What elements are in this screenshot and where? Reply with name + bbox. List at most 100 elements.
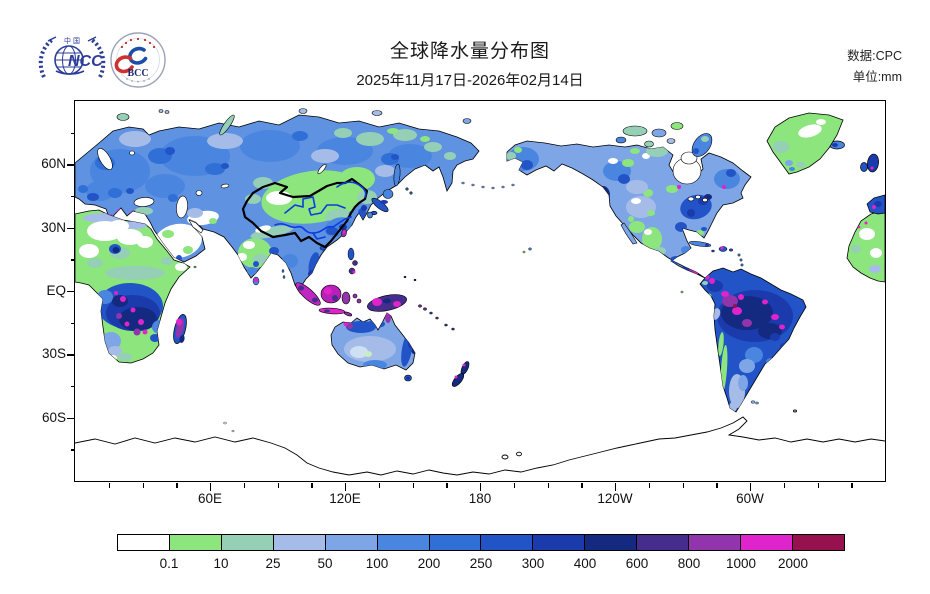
date-range: 2025年11月17日-2026年02月14日: [356, 72, 584, 89]
minor-tick: [243, 483, 246, 488]
lat-axis-label: 60S: [41, 409, 66, 425]
south-america-landmass: [699, 267, 807, 413]
source-block: 数据:CPC 单位:mm: [847, 46, 902, 88]
major-tick: [67, 164, 75, 166]
major-tick: [750, 483, 752, 491]
minor-tick: [513, 483, 516, 488]
colorbar-tick-label: 400: [573, 556, 597, 571]
lon-axis-label: 180: [468, 491, 492, 506]
colorbar-segment: [272, 535, 325, 550]
minor-tick: [682, 483, 684, 488]
lon-axis-label: 60W: [736, 491, 764, 506]
north-america-landmass: [506, 140, 752, 279]
colorbar-segment: [636, 535, 689, 550]
minor-tick: [70, 322, 75, 324]
major-tick: [345, 483, 347, 491]
colorbar-tick-label: 25: [265, 556, 281, 571]
bcc-logo-text: BCC: [127, 68, 148, 79]
lat-axis-label: 30N: [41, 219, 66, 235]
minor-tick: [70, 132, 75, 134]
major-tick: [480, 483, 482, 491]
minor-tick: [412, 483, 414, 488]
minor-tick: [716, 483, 718, 488]
colorbar-segment: [168, 535, 221, 550]
minor-tick: [851, 483, 853, 488]
map-frame: [74, 100, 886, 482]
minor-tick: [70, 449, 75, 451]
lat-axis-label: 30S: [41, 346, 66, 362]
ncc-logo-top-text: 中 国: [64, 36, 80, 45]
minor-tick: [783, 483, 786, 488]
minor-tick: [70, 196, 75, 198]
major-tick: [210, 483, 212, 491]
minor-tick: [108, 483, 111, 488]
minor-tick: [547, 483, 549, 488]
china-border: [241, 177, 369, 249]
africa-west-fragment: [846, 209, 885, 283]
greenland-landmass: [766, 112, 844, 175]
colorbar-tick-label: 50: [317, 556, 333, 571]
colorbar-tick-label: 600: [625, 556, 649, 571]
colorbar-tick-label: 100: [365, 556, 389, 571]
colorbar-segment: [324, 535, 377, 550]
bcc-logo-swirl: [114, 46, 148, 74]
lat-axis-label: EQ: [46, 283, 66, 298]
baja-peninsula: [620, 222, 638, 245]
major-tick: [615, 483, 617, 491]
new-zealand: [451, 361, 470, 387]
colorbar-tick-label: 250: [469, 556, 493, 571]
colorbar-tick-label: 200: [417, 556, 441, 571]
west-europe-fragment: [829, 140, 885, 215]
minor-tick: [817, 483, 819, 488]
page-title: 全球降水量分布图: [389, 41, 550, 62]
lat-axis-label: 60N: [41, 156, 66, 172]
title-block: 全球降水量分布图 2025年11月17日-2026年02月14日: [235, 36, 705, 90]
colorbar-tick-label: 10: [213, 556, 229, 571]
colorbar-segment: [118, 535, 169, 550]
major-tick: [67, 227, 75, 229]
ncc-logo: 中 国 NCC: [38, 36, 106, 78]
minor-tick: [446, 483, 448, 488]
arctic-islands: [116, 108, 713, 157]
major-tick: [67, 354, 75, 356]
pacific-islands: [223, 181, 759, 433]
colorbar-segment: [220, 535, 273, 550]
minor-tick: [581, 483, 583, 488]
major-tick: [67, 291, 75, 293]
colorbar-segment: [791, 535, 844, 550]
lon-axis-label: 120W: [597, 491, 633, 506]
minor-tick: [70, 386, 75, 388]
colorbar-tick-label: 800: [677, 556, 701, 571]
ncc-logo-text: NCC: [68, 53, 103, 70]
lon-axis-label: 60E: [197, 491, 223, 506]
minor-tick: [277, 483, 279, 488]
minor-tick: [311, 483, 313, 488]
colorbar-segment: [532, 535, 585, 550]
colorbar-segment: [740, 535, 792, 550]
lon-axis-label: 120E: [329, 491, 361, 506]
colorbar-tick-label: 300: [521, 556, 545, 571]
colorbar: [117, 534, 845, 551]
colorbar-tick-label: 2000: [777, 556, 809, 571]
caribbean-islands: [688, 241, 744, 267]
minor-tick: [142, 483, 144, 488]
japan-islands: [367, 163, 413, 219]
bcc-logo-arc-text: [120, 37, 156, 49]
minor-tick: [176, 483, 178, 488]
indonesia-new-guinea: [295, 275, 455, 331]
colorbar-segment: [428, 535, 481, 550]
colorbar-segment: [480, 535, 533, 550]
units-label: 单位:mm: [852, 70, 902, 84]
minor-tick: [648, 483, 651, 488]
madagascar: [173, 314, 187, 344]
minor-tick: [378, 483, 381, 488]
minor-tick: [70, 259, 75, 261]
bcc-logo: BCC: [110, 32, 166, 88]
colorbar-segment: [688, 535, 741, 550]
china-rivers: [274, 181, 367, 240]
colorbar-segment: [376, 535, 429, 550]
antarctica-coastline: [75, 409, 885, 476]
colorbar-segment: [584, 535, 637, 550]
colorbar-tick-label: 1000: [725, 556, 757, 571]
